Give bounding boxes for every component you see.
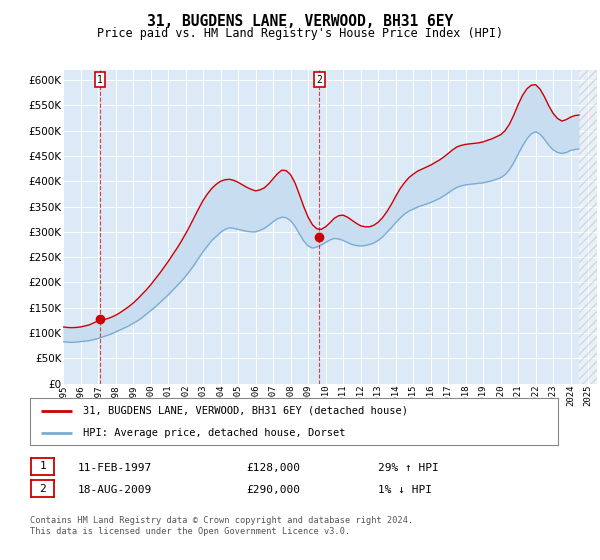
Text: Price paid vs. HM Land Registry's House Price Index (HPI): Price paid vs. HM Land Registry's House … (97, 27, 503, 40)
Text: 1% ↓ HPI: 1% ↓ HPI (378, 485, 432, 495)
Text: £128,000: £128,000 (246, 463, 300, 473)
Text: HPI: Average price, detached house, Dorset: HPI: Average price, detached house, Dors… (83, 428, 346, 438)
Text: 2: 2 (39, 484, 46, 494)
Text: 1: 1 (97, 74, 103, 85)
Text: Contains HM Land Registry data © Crown copyright and database right 2024.
This d: Contains HM Land Registry data © Crown c… (30, 516, 413, 536)
Text: £290,000: £290,000 (246, 485, 300, 495)
Text: 11-FEB-1997: 11-FEB-1997 (78, 463, 152, 473)
Text: 31, BUGDENS LANE, VERWOOD, BH31 6EY: 31, BUGDENS LANE, VERWOOD, BH31 6EY (147, 14, 453, 29)
Text: 2: 2 (316, 74, 322, 85)
Text: 31, BUGDENS LANE, VERWOOD, BH31 6EY (detached house): 31, BUGDENS LANE, VERWOOD, BH31 6EY (det… (83, 406, 408, 416)
Text: 29% ↑ HPI: 29% ↑ HPI (378, 463, 439, 473)
Text: 1: 1 (39, 461, 46, 472)
Text: 18-AUG-2009: 18-AUG-2009 (78, 485, 152, 495)
